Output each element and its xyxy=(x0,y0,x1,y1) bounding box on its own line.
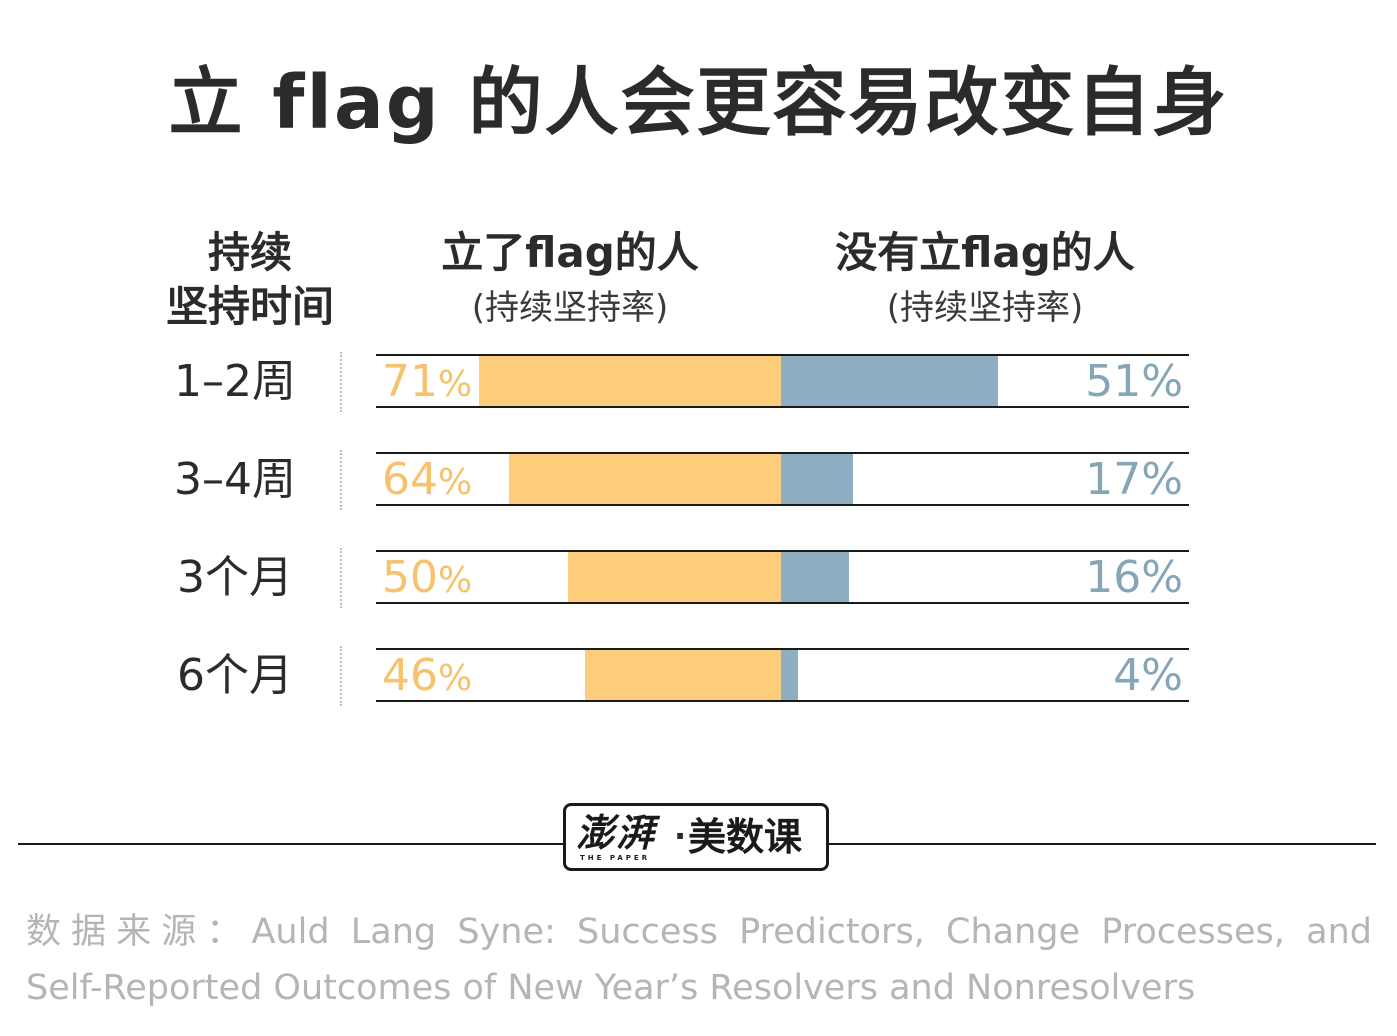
with-flag-value-label: 64% xyxy=(382,454,473,505)
without-flag-header: 没有立flag的人 xyxy=(835,228,1135,277)
row-bottom-rule xyxy=(376,602,1189,604)
row-top-rule xyxy=(376,648,1189,650)
without-flag-subheader: (持续坚持率) xyxy=(886,288,1084,328)
row-label: 1–2周 xyxy=(174,356,296,407)
duration-header-line1: 持续 xyxy=(207,228,292,277)
logo-separator: · xyxy=(674,817,687,855)
row-bottom-rule xyxy=(376,504,1189,506)
with-flag-value-label: 50% xyxy=(382,552,473,603)
logo-brand: 澎湃 xyxy=(576,810,657,855)
with-flag-header: 立了flag的人 xyxy=(441,228,699,277)
without-flag-value-label: 4% xyxy=(1113,650,1183,701)
with-flag-value-label: 71% xyxy=(382,356,473,407)
row-label: 3–4周 xyxy=(174,454,296,505)
chart-title: 立 flag 的人会更容易改变自身 xyxy=(168,60,1229,146)
without-flag-bar xyxy=(781,552,849,602)
source-note-line1: 数据来源：Auld Lang Syne: Success Predictors,… xyxy=(26,912,1372,952)
row-separator xyxy=(340,450,342,510)
row-top-rule xyxy=(376,550,1189,552)
row-label: 6个月 xyxy=(177,650,293,701)
with-flag-bar xyxy=(479,356,781,406)
footer-divider-left xyxy=(18,843,563,845)
row-bottom-rule xyxy=(376,700,1189,702)
without-flag-value-label: 17% xyxy=(1085,454,1183,505)
row-separator xyxy=(340,646,342,706)
without-flag-value-label: 51% xyxy=(1085,356,1183,407)
without-flag-value-label: 16% xyxy=(1085,552,1183,603)
without-flag-bar xyxy=(781,356,998,406)
with-flag-bar xyxy=(585,650,781,700)
with-flag-value-label: 46% xyxy=(382,650,473,701)
duration-header-line2: 坚持时间 xyxy=(165,282,334,331)
logo-product: 美数课 xyxy=(688,815,803,859)
source-note-line2: Self-Reported Outcomes of New Year’s Res… xyxy=(26,968,1196,1008)
without-flag-bar xyxy=(781,454,853,504)
row-label: 3个月 xyxy=(177,552,293,603)
without-flag-bar xyxy=(781,650,798,700)
row-separator xyxy=(340,352,342,412)
row-bottom-rule xyxy=(376,406,1189,408)
row-separator xyxy=(340,548,342,608)
row-top-rule xyxy=(376,452,1189,454)
with-flag-bar xyxy=(509,454,781,504)
row-top-rule xyxy=(376,354,1189,356)
with-flag-bar xyxy=(568,552,781,602)
with-flag-subheader: (持续坚持率) xyxy=(471,288,669,328)
footer-divider-right xyxy=(829,843,1376,845)
logo-brand-small: THE PAPER xyxy=(580,854,651,862)
logo: 澎湃 THE PAPER · 美数课 xyxy=(563,803,829,871)
